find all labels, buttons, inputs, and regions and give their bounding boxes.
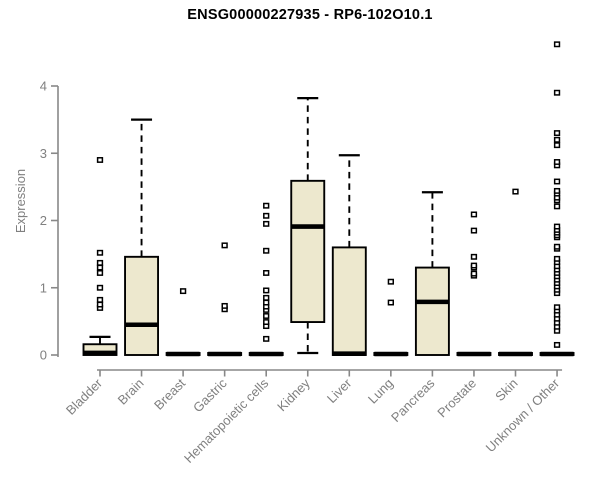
outlier-point (179, 288, 187, 295)
x-tick-label-kidney: Kidney (274, 375, 313, 414)
outlier-point (96, 284, 104, 291)
y-tick-label: 1 (40, 280, 47, 295)
outlier-point (96, 157, 104, 163)
outlier-point (553, 223, 561, 230)
outlier-point (221, 242, 228, 249)
outlier-point (553, 203, 561, 210)
box-pancreas (414, 191, 450, 356)
outlier-point (263, 220, 270, 227)
outlier-point (263, 202, 270, 209)
x-tick-label-breast: Breast (151, 375, 188, 412)
outlier-point (553, 178, 561, 185)
outlier-point (387, 278, 395, 285)
x-tick-label-skin: Skin (492, 376, 520, 404)
outlier-point (263, 335, 270, 342)
outlier-point (263, 299, 270, 306)
y-tick-label: 4 (40, 79, 47, 94)
outlier-point (263, 319, 270, 325)
x-tick-label-prostate: Prostate (434, 376, 479, 421)
box-bladder (82, 157, 118, 356)
outlier-point (553, 187, 561, 194)
iqr-box (290, 179, 326, 323)
outlier-point (263, 247, 270, 254)
x-tick-label-pancreas: Pancreas (388, 375, 438, 425)
chart-title: ENSG00000227935 - RP6-102O10.1 (187, 7, 433, 23)
outlier-point (263, 313, 270, 319)
iqr-box (124, 255, 160, 356)
box-lung (373, 278, 409, 357)
iqr-box (414, 266, 450, 356)
outlier-point (553, 304, 561, 311)
outlier-point (470, 270, 478, 277)
y-tick-label: 2 (40, 213, 47, 228)
x-tick-label-unknown-other: Unknown / Other (483, 375, 563, 455)
outlier-point (263, 287, 270, 294)
outlier-point (553, 130, 561, 137)
outlier-point (553, 41, 561, 48)
outlier-point (553, 243, 561, 250)
outlier-point (553, 255, 561, 262)
outlier-point (96, 270, 104, 276)
y-tick-label: 3 (40, 146, 47, 161)
outlier-point (387, 299, 395, 306)
outlier-point (263, 212, 270, 219)
outlier-point (263, 294, 270, 301)
box-unknown-other (539, 41, 575, 357)
x-tick-label-lung: Lung (365, 376, 396, 407)
box-liver (331, 154, 367, 356)
outlier-point (96, 249, 104, 256)
outlier-point (221, 302, 228, 309)
outlier-point (263, 270, 270, 276)
outlier-point (470, 262, 478, 269)
outlier-point (96, 296, 104, 303)
outlier-point (470, 211, 478, 218)
iqr-box (331, 246, 367, 356)
outlier-point (470, 227, 478, 234)
outlier-point (553, 89, 561, 96)
box-gastric (207, 242, 243, 357)
outlier-point (553, 142, 561, 149)
outlier-point (553, 136, 561, 143)
box-prostate (456, 211, 492, 357)
outlier-point (512, 188, 519, 195)
box-breast (165, 288, 201, 357)
box-kidney (290, 97, 326, 355)
outlier-point (470, 253, 478, 260)
outlier-point (96, 264, 104, 271)
x-tick-label-brain: Brain (115, 376, 147, 408)
box-skin (498, 188, 533, 357)
y-tick-label: 0 (40, 348, 47, 363)
outlier-point (96, 259, 104, 266)
x-tick-label-bladder: Bladder (63, 375, 106, 418)
x-tick-label-liver: Liver (324, 375, 355, 406)
box-brain (124, 118, 160, 356)
outlier-point (553, 341, 561, 348)
x-tick-label-gastric: Gastric (190, 375, 230, 415)
outlier-point (553, 159, 561, 165)
box-hematopoietic-cells (248, 202, 284, 357)
outlier-point (96, 301, 104, 308)
